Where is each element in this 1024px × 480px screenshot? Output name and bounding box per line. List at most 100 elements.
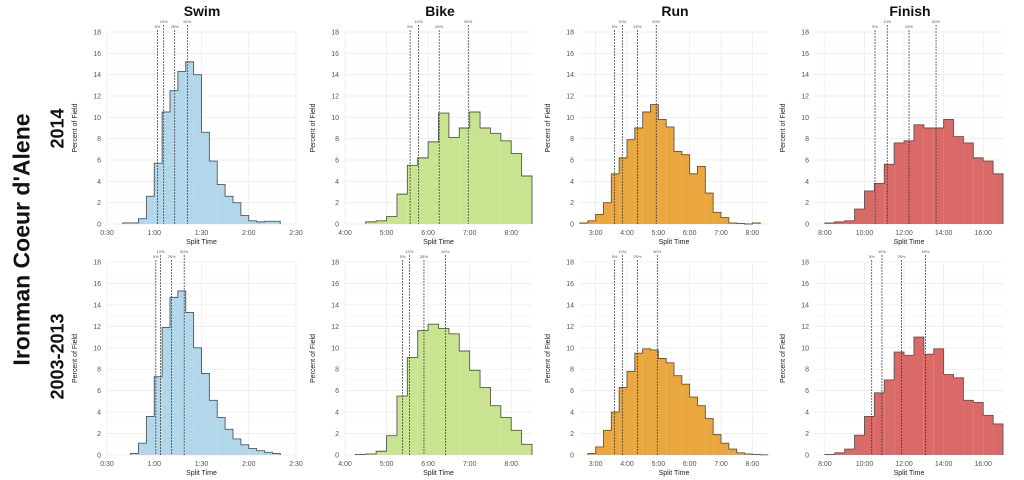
y-tick-label: 18 xyxy=(93,260,101,267)
histogram-bar xyxy=(170,90,178,225)
y-tick-label: 18 xyxy=(93,30,101,37)
x-tick-label: 8:00 xyxy=(746,461,760,468)
x-tick-label: 12:00 xyxy=(895,230,913,237)
histogram-bar xyxy=(721,217,729,224)
percentile-label: 50% xyxy=(921,249,929,254)
y-tick-label: 14 xyxy=(566,72,574,79)
y-tick-label: 6 xyxy=(570,388,574,395)
histogram-bar xyxy=(943,119,954,224)
x-tick-label: 14:00 xyxy=(935,461,953,468)
x-tick-label: 7:00 xyxy=(463,230,477,237)
histogram-bar xyxy=(448,137,460,224)
column-title-swim: Swim xyxy=(183,3,221,19)
y-tick-label: 4 xyxy=(97,410,101,417)
percentile-label: 50% xyxy=(652,19,660,24)
histogram-bar xyxy=(619,387,627,455)
histogram-bar xyxy=(225,196,233,224)
x-axis-label: Split Time xyxy=(186,239,217,246)
percentile-label: 25% xyxy=(905,24,913,29)
y-tick-label: 12 xyxy=(801,94,809,101)
histogram-bar xyxy=(146,416,155,455)
y-tick-label: 12 xyxy=(331,94,339,101)
histogram-bar xyxy=(650,104,659,224)
panel-finish-2003-2013: 0 2 4 6 8 10 12 14 16 18 8:00 10:00 12:00 14:00 16:00 5… xyxy=(780,249,1004,477)
histogram-bar xyxy=(448,333,460,455)
percentile-label: 10% xyxy=(414,19,422,24)
percentile-label: 5% xyxy=(869,254,875,259)
histogram-bar xyxy=(177,71,186,224)
histogram-bar xyxy=(923,128,934,224)
histogram-bar xyxy=(993,173,1003,224)
y-tick-label: 12 xyxy=(93,94,101,101)
histogram-bar xyxy=(642,112,651,224)
histogram-bar xyxy=(490,133,501,224)
y-tick-label: 18 xyxy=(566,260,574,267)
histogram-bar xyxy=(407,165,418,224)
x-tick-label: 3:00 xyxy=(589,230,603,237)
histogram-bar xyxy=(933,348,944,455)
y-tick-label: 4 xyxy=(335,179,339,186)
histogram-bar xyxy=(634,353,643,455)
y-tick-label: 0 xyxy=(97,453,101,460)
histogram-bar xyxy=(130,453,139,455)
percentile-label: 5% xyxy=(872,24,878,29)
y-tick-label: 16 xyxy=(93,281,101,288)
x-tick-label: 4:00 xyxy=(338,230,352,237)
histogram-bar xyxy=(713,434,721,455)
x-tick-label: 1:30 xyxy=(195,230,209,237)
histogram-bar xyxy=(256,450,265,455)
panel-swim-2003-2013: 0 2 4 6 8 10 12 14 16 18 0:30 1:00 1:30 2:00 2:30 5%10%… xyxy=(72,249,303,477)
histogram-bar xyxy=(913,124,924,224)
y-tick-label: 18 xyxy=(331,30,339,37)
histogram-bar xyxy=(201,373,210,455)
histogram-bar xyxy=(705,193,714,224)
histogram-bar xyxy=(713,212,721,224)
y-tick-label: 8 xyxy=(97,367,101,374)
y-tick-label: 4 xyxy=(805,410,809,417)
histogram-bar xyxy=(587,220,596,224)
histogram-bar xyxy=(138,218,147,224)
panel-bike-2003-2013: 0 2 4 6 8 10 12 14 16 18 4:00 5:00 6:00 7:00 8:00 5%10%… xyxy=(310,249,533,477)
histogram-bar xyxy=(428,141,439,224)
x-axis-label: Split Time xyxy=(659,470,690,477)
column-title-run: Run xyxy=(661,3,689,19)
histogram-bar xyxy=(874,183,885,224)
percentile-label: 50% xyxy=(464,19,472,24)
histogram-bar xyxy=(864,190,875,224)
x-tick-label: 5:00 xyxy=(380,461,394,468)
histogram-bar xyxy=(728,449,737,455)
histogram-bar xyxy=(627,139,635,224)
x-tick-label: 1:00 xyxy=(147,461,161,468)
y-tick-label: 4 xyxy=(335,410,339,417)
y-tick-label: 0 xyxy=(335,222,339,229)
y-tick-label: 12 xyxy=(331,324,339,331)
y-tick-label: 6 xyxy=(97,158,101,165)
y-tick-label: 0 xyxy=(805,453,809,460)
histogram-bar xyxy=(407,357,418,455)
panel-finish-2014: 0 2 4 6 8 10 12 14 16 18 8:00 10:00 12:00 14:00 16:00 5… xyxy=(780,19,1004,246)
histogram-bar xyxy=(500,140,512,224)
y-axis-label: Percent of Field xyxy=(310,103,317,152)
histogram-bar xyxy=(689,397,698,455)
x-tick-label: 5:00 xyxy=(380,230,394,237)
histogram-bar xyxy=(666,362,674,455)
y-axis-label: Percent of Field xyxy=(310,334,317,383)
histogram-bar xyxy=(697,166,706,224)
percentile-label: 25% xyxy=(435,24,443,29)
y-axis-label: Percent of Field xyxy=(72,103,79,152)
histogram-bar xyxy=(201,132,210,224)
histogram-bar xyxy=(963,142,974,224)
y-tick-label: 0 xyxy=(805,222,809,229)
histogram-bar xyxy=(834,221,845,224)
percentile-label: 50% xyxy=(653,249,661,254)
histogram-bar xyxy=(854,435,865,455)
y-axis-label: Percent of Field xyxy=(545,103,552,152)
histogram-bar xyxy=(983,161,994,224)
histogram-bar xyxy=(689,173,698,224)
percentile-label: 25% xyxy=(171,24,179,29)
y-tick-label: 14 xyxy=(93,72,101,79)
y-tick-label: 2 xyxy=(805,200,809,207)
y-tick-label: 18 xyxy=(331,260,339,267)
histogram-bar xyxy=(697,405,706,455)
x-tick-label: 8:00 xyxy=(504,461,518,468)
